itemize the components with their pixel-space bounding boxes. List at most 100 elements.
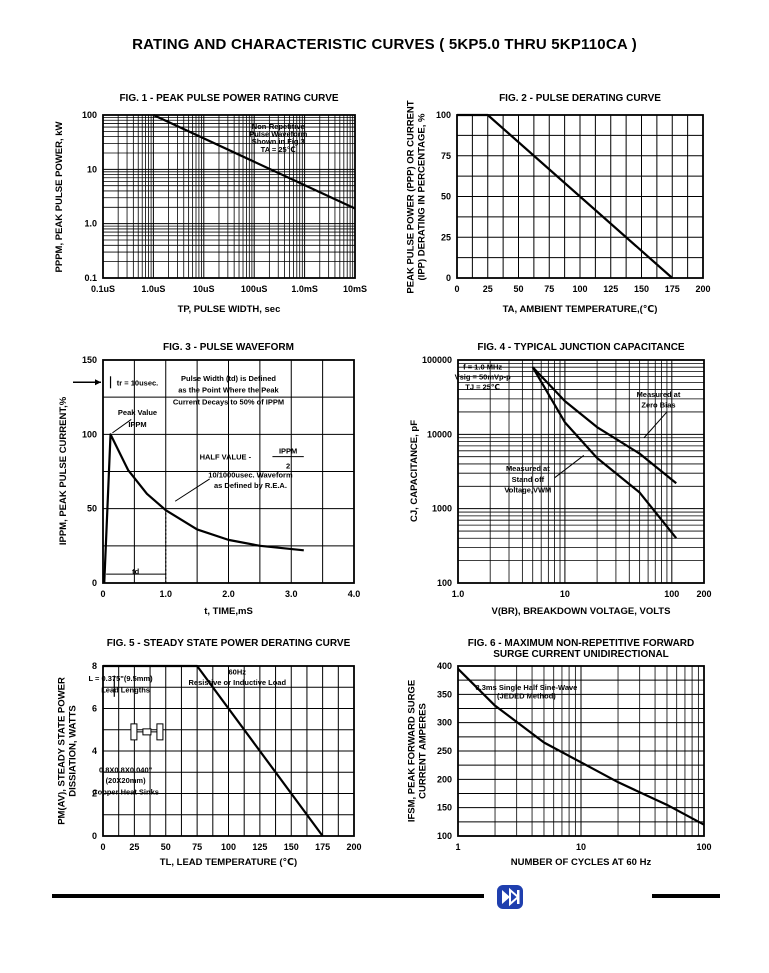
annotation: TJ = 25℃ [465, 383, 500, 392]
x-tick-label: 1.0uS [141, 284, 165, 294]
annotation: TA = 25℃ [261, 145, 296, 154]
y-axis-label: PM(AV), STEADY STATE POWER [57, 677, 68, 825]
x-tick-label: 10uS [193, 284, 215, 294]
y-tick-label: 0.1 [84, 273, 97, 283]
y-tick-label: 100 [82, 110, 97, 120]
annotation: Resistive or Inductive Load [189, 678, 287, 687]
series-line-0 [457, 113, 673, 279]
annotation: f = 1.0 MHz [463, 362, 502, 371]
x-tick-label: 0 [100, 589, 105, 599]
y-tick-label: 75 [441, 151, 451, 161]
x-tick-label: 75 [544, 284, 554, 294]
y-tick-label: 150 [437, 803, 452, 813]
annotation: Pulse Width (td) is Defined [181, 374, 276, 383]
arrowhead-icon [95, 379, 101, 386]
x-tick-label: 200 [696, 589, 711, 599]
footer-rule-right [652, 894, 720, 898]
annotation: as the Point Where the Peak [178, 386, 279, 395]
y-tick-label: 100 [437, 831, 452, 841]
annotation: Non-Repetitive [252, 122, 305, 131]
annotation: (JEDED Method) [497, 691, 556, 700]
annotation: IPPM [128, 420, 146, 429]
plot-frame [457, 665, 705, 837]
page-title: RATING AND CHARACTERISTIC CURVES ( 5KP5.… [132, 36, 637, 53]
y-axis-label: (IPP) DERATING IN PERCENTAGE, % [417, 113, 428, 281]
series-line-0 [103, 664, 324, 837]
annotation: 2 [286, 462, 290, 471]
y-tick-label: 50 [441, 192, 451, 202]
y-tick-label: 2 [92, 789, 97, 799]
x-tick-label: 125 [252, 842, 267, 852]
annotation: Measured at [637, 390, 681, 399]
y-tick-label: 400 [437, 661, 452, 671]
x-axis-label: TP, PULSE WIDTH, sec [178, 304, 281, 315]
annotation: HALF VALUE - [200, 453, 252, 462]
y-axis-label: PPPM, PEAK PULSE POWER, kW [54, 121, 65, 272]
leader-line [554, 455, 585, 479]
y-axis-label: DISSIATION, WATTS [68, 705, 79, 796]
y-tick-label: 100 [82, 429, 97, 439]
annotation: Current Decays to 50% of IPPM [173, 398, 284, 407]
x-tick-label: 175 [665, 284, 680, 294]
annotation: Lead Lengths [101, 686, 150, 695]
annotation: tr = 10usec. [117, 378, 158, 387]
x-tick-label: 100 [664, 589, 679, 599]
x-tick-label: 25 [483, 284, 493, 294]
y-tick-label: 0 [446, 273, 451, 283]
annotation: Voltage,VWM [504, 486, 551, 495]
x-tick-label: 10mS [343, 284, 367, 294]
x-tick-label: 3.0 [285, 589, 298, 599]
x-tick-label: 2.0 [222, 589, 235, 599]
y-axis-label: IFSM, PEAK FORWARD SURGE [407, 680, 418, 822]
y-tick-label: 25 [441, 232, 451, 242]
y-tick-label: 300 [437, 718, 452, 728]
x-tick-label: 200 [695, 284, 710, 294]
x-tick-label: 125 [603, 284, 618, 294]
chart-title: FIG. 2 - PULSE DERATING CURVE [499, 93, 661, 104]
y-tick-label: 10 [87, 164, 97, 174]
annotation: Vsig = 50mVp-p [455, 372, 511, 381]
plot-frame [102, 359, 355, 584]
x-tick-label: 1.0mS [291, 284, 318, 294]
annotation: Pulse Waveform [249, 130, 307, 139]
annotation: L = 0.375"(9.5mm) [89, 674, 154, 683]
y-tick-label: 4 [92, 746, 97, 756]
y-tick-label: 100000 [422, 355, 452, 365]
y-tick-label: 8 [92, 661, 97, 671]
x-tick-label: 10 [560, 589, 570, 599]
x-tick-label: 100 [221, 842, 236, 852]
annotation: 8.3ms Single Half Sine-Wave [476, 683, 578, 692]
plot-frame [102, 114, 356, 279]
x-tick-label: 175 [315, 842, 330, 852]
x-tick-label: 100 [696, 842, 711, 852]
y-tick-label: 100 [437, 578, 452, 588]
x-tick-label: 1 [455, 842, 460, 852]
diode-icon [142, 728, 152, 736]
x-tick-label: 100 [572, 284, 587, 294]
y-tick-label: 0 [92, 831, 97, 841]
series-line-0 [457, 668, 705, 826]
annotation: (20X20mm) [106, 776, 147, 785]
x-axis-label: NUMBER OF CYCLES AT 60 Hz [511, 857, 652, 868]
company-logo-icon [497, 885, 523, 909]
x-tick-label: 100uS [241, 284, 268, 294]
y-tick-label: 250 [437, 746, 452, 756]
x-tick-label: 1.0 [159, 589, 172, 599]
x-tick-label: 4.0 [348, 589, 361, 599]
chart-title: SURGE CURRENT UNIDIRECTIONAL [493, 649, 669, 660]
annotation: Copper Heat Sinks [92, 788, 159, 797]
x-tick-label: 50 [161, 842, 171, 852]
annotation: td [132, 567, 139, 576]
y-tick-label: 1.0 [84, 219, 97, 229]
leader-line [174, 478, 210, 502]
series-line-0 [152, 114, 356, 210]
x-tick-label: 150 [284, 842, 299, 852]
x-tick-label: 0 [454, 284, 459, 294]
x-tick-label: 75 [192, 842, 202, 852]
